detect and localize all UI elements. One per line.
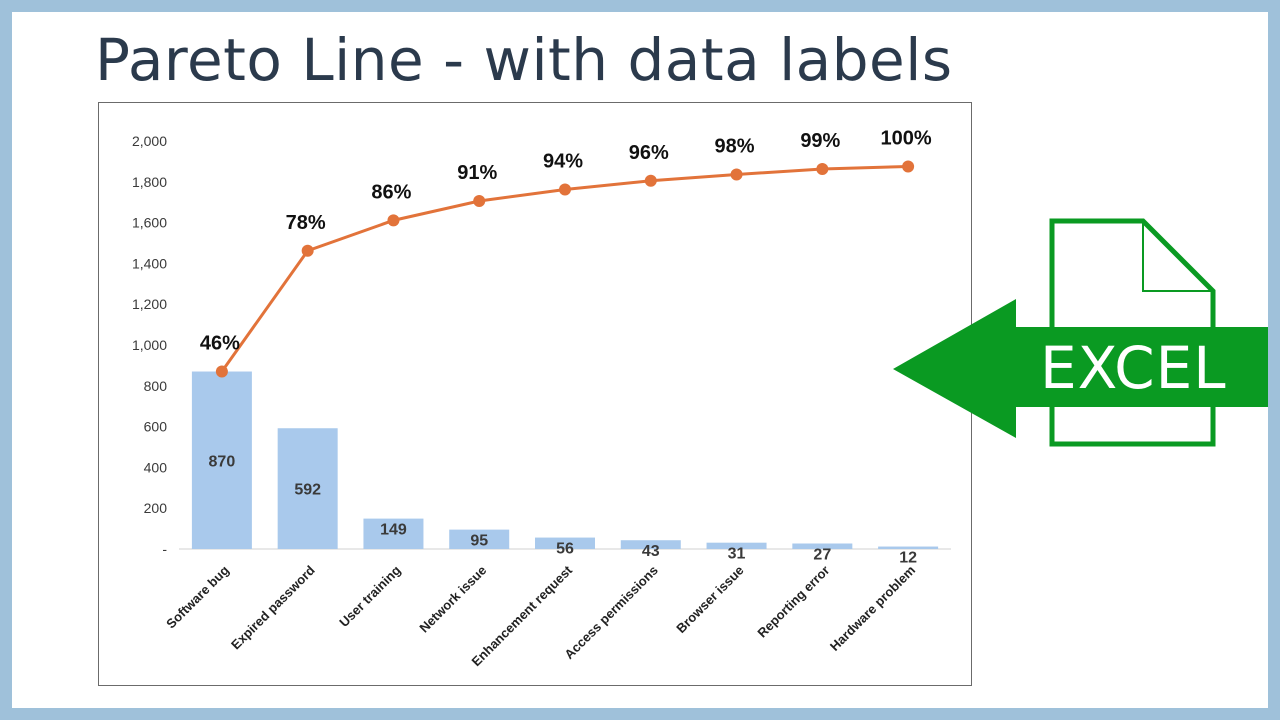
bar-data-label: 56 (556, 541, 574, 558)
bar (878, 546, 939, 549)
pareto-point (559, 183, 571, 196)
pareto-point (301, 244, 314, 257)
bar-data-label: 31 (728, 546, 746, 563)
pareto-data-label: 78% (286, 212, 326, 234)
bar (449, 529, 510, 549)
pareto-data-label: 100% (881, 128, 932, 150)
excel-arrow-icon (893, 299, 1268, 438)
y-tick-label: 1,200 (132, 296, 167, 312)
bar (792, 543, 853, 549)
bar (535, 537, 595, 549)
pareto-point (387, 214, 400, 227)
bar (277, 428, 338, 549)
y-tick-label: 600 (144, 419, 168, 435)
bar-data-label: 12 (899, 550, 917, 567)
bar-data-label: 43 (642, 543, 660, 560)
y-tick-label: 1,400 (132, 255, 167, 271)
y-tick-label: 1,600 (132, 215, 167, 231)
bar-data-label: 27 (813, 546, 831, 563)
bar (363, 518, 424, 549)
y-tick-label: 400 (144, 459, 168, 475)
y-tick-label: 800 (144, 378, 168, 394)
page-title: Pareto Line - with data labels (95, 26, 953, 94)
bar-data-label: 95 (470, 533, 488, 550)
y-tick-label: 1,000 (132, 337, 167, 353)
excel-badge-label: EXCEL (1040, 334, 1227, 402)
pareto-data-label: 98% (715, 135, 755, 157)
pareto-point (730, 168, 743, 181)
excel-file-fold (1142, 221, 1213, 292)
y-tick-label: 2,000 (132, 133, 167, 149)
bar-data-label: 149 (380, 522, 407, 539)
bar (620, 540, 681, 549)
pareto-point (473, 194, 486, 207)
bar (191, 371, 252, 549)
pareto-point (644, 174, 657, 187)
pareto-chart: - 200 400 600 800 1,000 1,200 1,400 1,600 1,800 2,… (132, 128, 951, 669)
bar (706, 542, 767, 549)
pareto-data-label: 99% (800, 130, 840, 152)
y-tick-label: 1,800 (132, 174, 167, 190)
y-tick-label: - (162, 541, 167, 557)
pareto-data-label: 94% (543, 151, 583, 173)
pareto-point (902, 160, 915, 173)
bar-data-label: 870 (209, 453, 236, 470)
pareto-data-label: 46% (200, 333, 240, 355)
pareto-point (816, 162, 829, 175)
y-tick-label: 200 (144, 500, 168, 516)
pareto-point (215, 365, 228, 378)
pareto-data-label: 96% (629, 142, 669, 164)
pareto-data-label: 91% (457, 162, 497, 184)
pareto-data-label: 86% (371, 181, 411, 203)
chart-area: - 200 400 600 800 1,000 1,200 1,400 1,600 1,800 2,… (98, 102, 972, 686)
bar-data-label: 592 (294, 482, 321, 499)
